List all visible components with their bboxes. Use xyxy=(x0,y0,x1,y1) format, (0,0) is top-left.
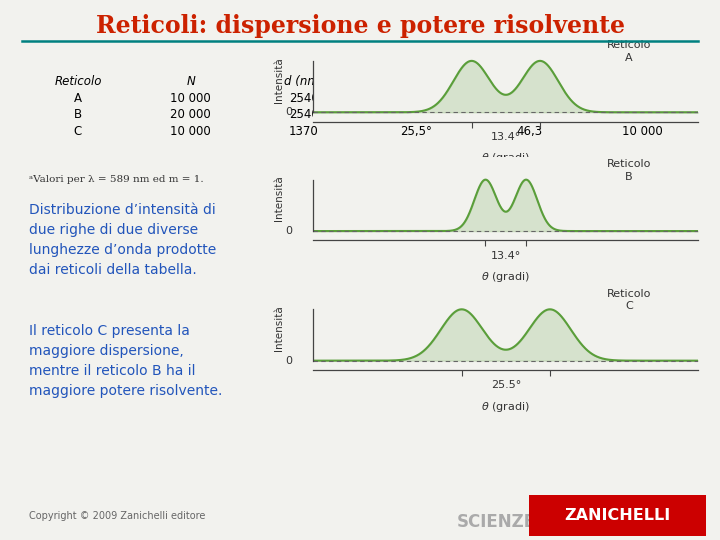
X-axis label: $\theta$ (gradi): $\theta$ (gradi) xyxy=(482,400,530,414)
Text: SCIENZE: SCIENZE xyxy=(457,513,536,531)
Text: Reticolo
B: Reticolo B xyxy=(607,159,652,181)
Text: Copyright © 2009 Zanichelli editore: Copyright © 2009 Zanichelli editore xyxy=(29,511,205,521)
Text: Reticolo
C: Reticolo C xyxy=(607,289,652,311)
Text: Intensità: Intensità xyxy=(274,57,284,103)
Text: 0: 0 xyxy=(285,356,292,366)
Text: Reticoli: dispersione e potere risolvente: Reticoli: dispersione e potere risolvent… xyxy=(96,14,624,37)
X-axis label: $\theta$ (gradi): $\theta$ (gradi) xyxy=(482,151,530,165)
Text: Distribuzione d’intensità di
due righe di due diverse
lunghezze d’onda prodotte
: Distribuzione d’intensità di due righe d… xyxy=(29,202,216,276)
Text: 0: 0 xyxy=(285,226,292,236)
Text: Intensità: Intensità xyxy=(274,176,284,221)
Text: Intensità: Intensità xyxy=(274,305,284,351)
Text: Reticolo
A: Reticolo A xyxy=(607,40,652,63)
Text: Il reticolo C presenta la
maggiore dispersione,
mentre il reticolo B ha il
maggi: Il reticolo C presenta la maggiore dispe… xyxy=(29,324,222,398)
Text: ZANICHELLI: ZANICHELLI xyxy=(564,508,670,523)
Text: 13.4°: 13.4° xyxy=(490,251,521,261)
Text: 0: 0 xyxy=(285,107,292,117)
Text: 25.5°: 25.5° xyxy=(490,380,521,390)
Text: 13.4°: 13.4° xyxy=(490,132,521,142)
Text: ᵃValori per λ = 589 nm ed m = 1.: ᵃValori per λ = 589 nm ed m = 1. xyxy=(29,176,204,185)
X-axis label: $\theta$ (gradi): $\theta$ (gradi) xyxy=(482,270,530,284)
